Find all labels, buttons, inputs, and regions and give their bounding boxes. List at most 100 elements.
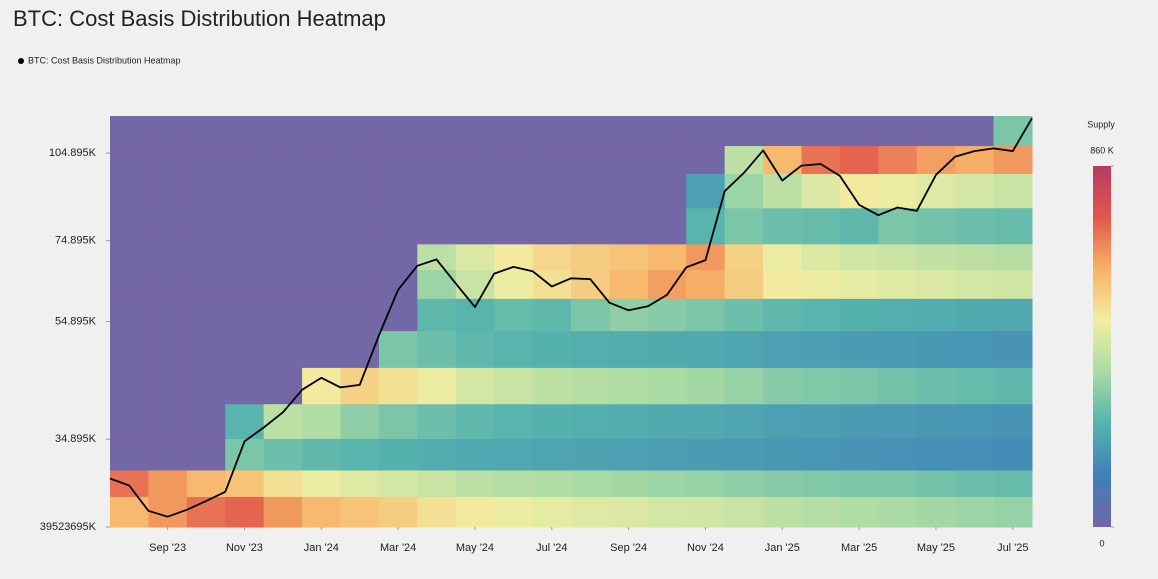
heatmap-cell xyxy=(993,116,1033,147)
heatmap-cell xyxy=(340,173,380,209)
heatmap-cell xyxy=(571,438,610,471)
heatmap-cell xyxy=(839,496,879,528)
heatmap-cell xyxy=(263,173,303,209)
heatmap-cell xyxy=(839,330,879,368)
heatmap-cell xyxy=(993,269,1033,299)
heatmap-cell xyxy=(763,298,802,332)
heatmap-cell xyxy=(686,469,726,497)
x-tick-label: Jul '24 xyxy=(536,542,567,554)
heatmap-cell xyxy=(878,438,918,471)
heatmap-cell xyxy=(993,367,1033,405)
heatmap-cell xyxy=(532,367,572,405)
heatmap-cell xyxy=(263,469,303,497)
heatmap-cell xyxy=(532,173,572,209)
colorbar-title: Supply xyxy=(1087,119,1115,129)
heatmap-cell xyxy=(225,145,265,174)
heatmap-cell xyxy=(110,496,149,528)
heatmap-cell xyxy=(724,469,764,497)
heatmap-cell xyxy=(186,145,226,174)
heatmap-cell xyxy=(494,367,534,405)
heatmap-cell xyxy=(801,207,841,245)
heatmap-cell xyxy=(686,116,726,147)
heatmap-cell xyxy=(801,298,841,332)
heatmap-cell xyxy=(801,243,841,271)
heatmap-cell xyxy=(225,116,265,147)
heatmap-cell xyxy=(724,116,764,147)
heatmap-cell xyxy=(801,403,841,439)
heatmap-cell xyxy=(263,269,303,299)
heatmap-cell xyxy=(455,330,495,368)
heatmap-cell xyxy=(378,298,418,332)
heatmap-cell xyxy=(455,298,495,332)
heatmap-cell xyxy=(532,298,572,332)
heatmap-cell xyxy=(494,207,534,245)
heatmap-cell xyxy=(724,438,764,471)
heatmap-cell xyxy=(455,367,495,405)
heatmap-cell xyxy=(609,496,649,528)
heatmap-cell xyxy=(378,207,418,245)
x-tick-label: Jan '24 xyxy=(304,542,339,554)
heatmap-cell xyxy=(916,438,956,471)
heatmap-cell xyxy=(609,207,649,245)
heatmap-cell xyxy=(878,330,918,368)
heatmap-cell xyxy=(148,330,188,368)
heatmap-cell xyxy=(801,173,841,209)
heatmap-cell xyxy=(302,207,341,245)
heatmap-cell xyxy=(878,207,918,245)
heatmap-cell xyxy=(225,269,265,299)
heatmap-cell xyxy=(609,469,649,497)
heatmap-cell xyxy=(571,469,610,497)
y-tick-label: 54.895K xyxy=(55,315,97,327)
heatmap-cell xyxy=(686,367,726,405)
heatmap-cell xyxy=(916,469,956,497)
heatmap-cell xyxy=(647,116,687,147)
heatmap-cell xyxy=(724,145,764,174)
heatmap-cell xyxy=(763,116,802,147)
heatmap-cell xyxy=(302,145,341,174)
heatmap-cell xyxy=(916,207,956,245)
heatmap-cell xyxy=(532,330,572,368)
heatmap-cell xyxy=(263,243,303,271)
heatmap-cell xyxy=(647,298,687,332)
heatmap-cell xyxy=(878,243,918,271)
heatmap-cell xyxy=(494,116,534,147)
heatmap-cell xyxy=(302,403,341,439)
heatmap-cell xyxy=(839,269,879,299)
heatmap-cell xyxy=(225,469,265,497)
heatmap-cell xyxy=(724,173,764,209)
heatmap-cell xyxy=(571,243,610,271)
heatmap-cell xyxy=(955,269,995,299)
heatmap-cell xyxy=(110,173,149,209)
heatmap-cell xyxy=(839,243,879,271)
heatmap-cell xyxy=(225,173,265,209)
heatmap-cell xyxy=(532,207,572,245)
heatmap-cell xyxy=(378,116,418,147)
heatmap-cell xyxy=(110,469,149,497)
heatmap-cell xyxy=(494,243,534,271)
heatmap-cell xyxy=(417,207,457,245)
heatmap-cell xyxy=(378,367,418,405)
heatmap-cell xyxy=(878,367,918,405)
heatmap-cell xyxy=(494,496,534,528)
heatmap-cell xyxy=(532,438,572,471)
heatmap-cell xyxy=(993,403,1033,439)
heatmap-cell xyxy=(955,243,995,271)
heatmap-cell xyxy=(302,469,341,497)
heatmap-cell xyxy=(340,469,380,497)
heatmap-cell xyxy=(763,469,802,497)
heatmap-cell xyxy=(225,330,265,368)
heatmap-cell xyxy=(609,116,649,147)
heatmap-cell xyxy=(839,438,879,471)
heatmap-cell xyxy=(417,438,457,471)
heatmap-cell xyxy=(494,438,534,471)
heatmap xyxy=(110,116,1033,528)
heatmap-cell xyxy=(993,173,1033,209)
heatmap-cell xyxy=(532,145,572,174)
heatmap-cell xyxy=(532,403,572,439)
heatmap-cell xyxy=(801,116,841,147)
heatmap-cell xyxy=(647,469,687,497)
heatmap-cell xyxy=(763,330,802,368)
heatmap-cell xyxy=(225,496,265,528)
colorbar xyxy=(1093,166,1111,527)
